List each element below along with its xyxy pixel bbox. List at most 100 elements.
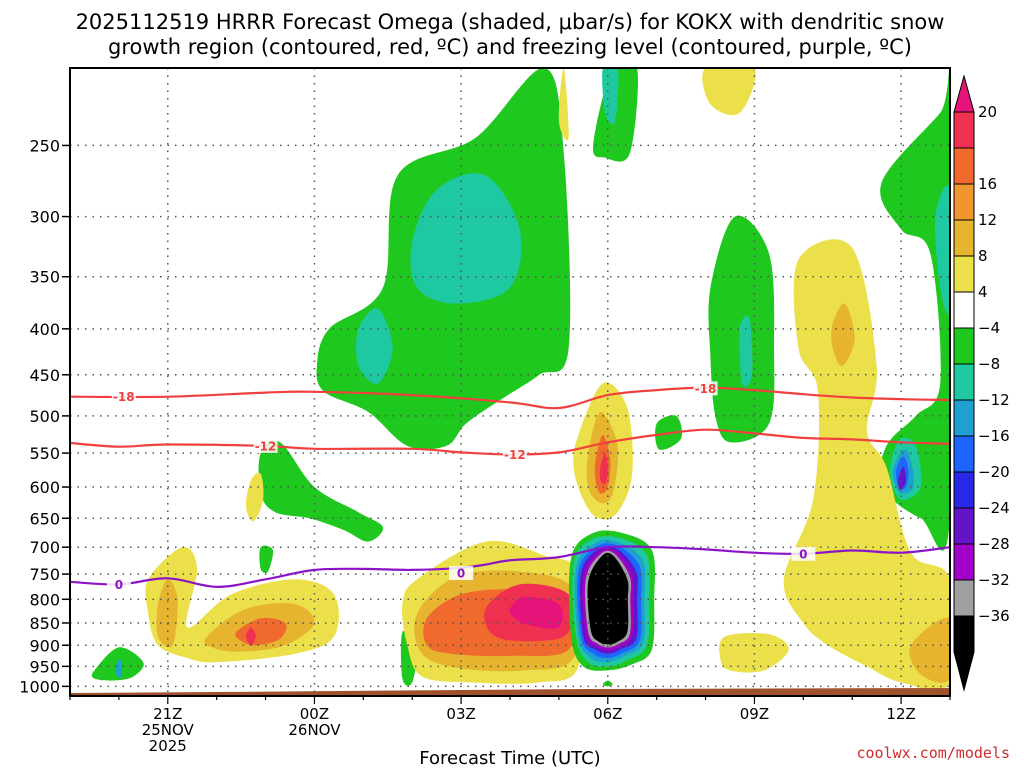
x-tick-label: 09Z <box>740 705 769 723</box>
colorbar-label-10: −24 <box>978 499 1010 517</box>
y-tick-label-400: 400 <box>29 320 60 339</box>
colorbar-swatch-6 <box>953 327 975 365</box>
colorbar-swatch-10 <box>953 471 975 509</box>
colorbar-swatch-8 <box>953 399 975 437</box>
y-tick-label-1000: 1000 <box>19 677 60 696</box>
colorbar-label-5: −4 <box>978 319 1000 337</box>
colorbar-label-4: 4 <box>978 283 988 301</box>
colorbar-label-1: 16 <box>978 175 997 193</box>
omega-region-9 <box>602 68 619 125</box>
x-tick-label: 03Z <box>446 705 475 723</box>
credit-text: coolwx.com/models <box>856 744 1010 762</box>
colorbar-swatch-5 <box>953 291 975 329</box>
omega-region-2 <box>356 308 393 384</box>
omega-region-18 <box>934 185 950 315</box>
x-tick-label: 2025 <box>149 737 187 755</box>
dgz-label-2: -12 <box>255 439 277 453</box>
y-tick-label-300: 300 <box>29 208 60 227</box>
colorbar: 20 16 12 8 4 −4 −8 −12 −16 −20 −24 −28 −32 −36 <box>953 74 1010 692</box>
omega-region-23 <box>909 617 950 683</box>
x-tick-label: 00Z <box>300 705 329 723</box>
dgz-label-3-bg <box>502 447 527 462</box>
y-tick-label-700: 700 <box>29 538 60 557</box>
y-tick-label-450: 450 <box>29 366 60 385</box>
dgz-label-1-bg <box>693 381 718 396</box>
dgz-label-3: -12 <box>504 448 526 462</box>
y-tick-label-900: 900 <box>29 636 60 655</box>
colorbar-swatch-12 <box>953 543 975 581</box>
colorbar-swatch-7 <box>953 363 975 401</box>
y-tick-label-250: 250 <box>29 136 60 155</box>
omega-region-13 <box>879 68 950 551</box>
y-tick-label-550: 550 <box>29 444 60 463</box>
omega-region-28 <box>599 453 608 485</box>
dgz-label-0: -18 <box>113 390 135 404</box>
y-tick-label-600: 600 <box>29 478 60 497</box>
x-tick-label: 12Z <box>886 705 915 723</box>
colorbar-swatch-14 <box>953 615 975 653</box>
y-tick-label-750: 750 <box>29 565 60 584</box>
colorbar-swatch-0 <box>953 111 975 149</box>
colorbar-swatch-11 <box>953 507 975 545</box>
colorbar-label-9: −20 <box>978 463 1010 481</box>
y-tick-label-650: 650 <box>29 509 60 528</box>
contour-labels-layer: -18 -18 -12 -12 0 0 0 <box>106 381 816 592</box>
x-tick-label: 21Z <box>153 705 182 723</box>
omega-region-22 <box>831 303 855 367</box>
freezing-label-2: 0 <box>799 547 807 561</box>
freezing-label-0: 0 <box>115 578 123 592</box>
omega-region-1 <box>410 173 522 304</box>
omega-shading-layer <box>91 68 950 691</box>
colorbar-label-7: −12 <box>978 391 1010 409</box>
y-tick-label-850: 850 <box>29 614 60 633</box>
terrain-layer <box>70 688 950 696</box>
omega-region-34 <box>246 627 256 646</box>
freezing-label-0-bg <box>106 577 131 592</box>
chart-title-line2: growth region (contoured, red, ºC) and f… <box>108 35 912 59</box>
colorbar-bottom-arrow <box>953 651 975 692</box>
omega-region-29 <box>245 472 264 522</box>
freezing-label-1: 0 <box>457 567 465 581</box>
colorbar-label-13: −36 <box>978 607 1010 625</box>
freezing-label-2-bg <box>791 546 816 561</box>
colorbar-swatch-2 <box>953 183 975 221</box>
freezing-label-1-bg <box>449 566 474 581</box>
colorbar-label-8: −16 <box>978 427 1010 445</box>
dgz-contour-m18-0 <box>70 386 950 410</box>
colorbar-swatch-13 <box>953 579 975 617</box>
y-tick-label-950: 950 <box>29 657 60 676</box>
colorbar-label-0: 20 <box>978 103 997 121</box>
x-tick-label: 06Z <box>593 705 622 723</box>
omega-region-48 <box>587 552 629 645</box>
colorbar-label-12: −32 <box>978 571 1010 589</box>
omega-region-20 <box>558 68 569 141</box>
dgz-label-1: -18 <box>695 382 717 396</box>
dgz-label-0-bg <box>111 389 136 404</box>
colorbar-swatch-9 <box>953 435 975 473</box>
colorbar-label-6: −8 <box>978 355 1000 373</box>
chart-title-line1: 2025112519 HRRR Forecast Omega (shaded, … <box>76 10 945 34</box>
omega-region-39 <box>509 596 563 629</box>
colorbar-swatch-4 <box>953 255 975 293</box>
omega-region-31 <box>156 579 178 648</box>
x-tick-label: 25NOV <box>142 721 195 739</box>
colorbar-label-3: 8 <box>978 247 988 265</box>
x-axis-label: Forecast Time (UTC) <box>419 748 600 768</box>
terrain-band <box>70 688 950 696</box>
colorbar-swatch-3 <box>953 219 975 257</box>
omega-region-24 <box>719 632 789 673</box>
omega-region-11 <box>739 315 753 387</box>
y-tick-label-350: 350 <box>29 268 60 287</box>
omega-region-4 <box>259 545 274 574</box>
colorbar-swatch-1 <box>953 147 975 185</box>
omega-region-3 <box>258 440 384 542</box>
omega-region-21 <box>783 239 950 691</box>
omega-region-7 <box>115 659 122 678</box>
y-tick-label-500: 500 <box>29 407 60 426</box>
colorbar-label-11: −28 <box>978 535 1010 553</box>
y-tick-label-800: 800 <box>29 590 60 609</box>
x-tick-label: 26NOV <box>288 721 341 739</box>
dgz-label-2-bg <box>253 438 278 453</box>
